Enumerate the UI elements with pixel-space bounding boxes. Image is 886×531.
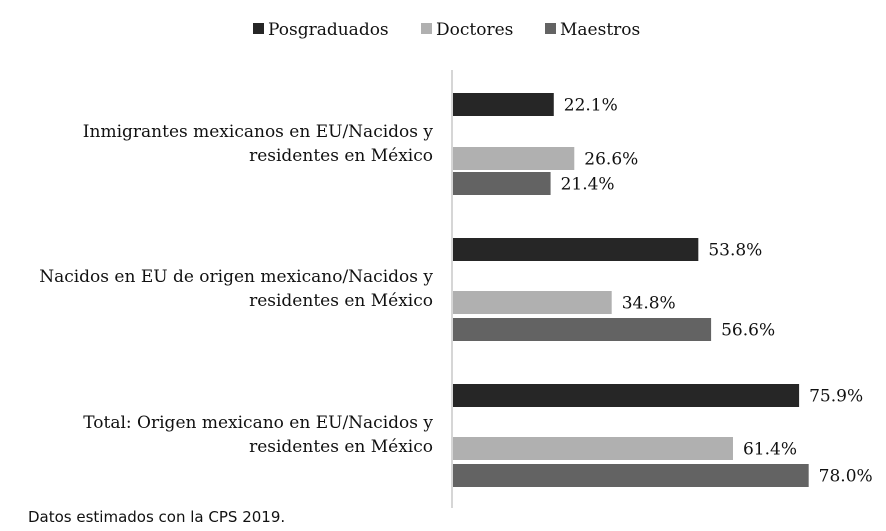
legend-swatch-doctores <box>421 23 432 34</box>
footnote: Datos estimados con la CPS 2019. <box>28 508 286 526</box>
legend-label-posgraduados: Posgraduados <box>268 20 389 40</box>
data-label: 21.4% <box>561 175 615 195</box>
bar-posgraduados <box>453 238 699 261</box>
category-label: Total: Origen mexicano en EU/Nacidos y <box>83 413 433 433</box>
data-label: 78.0% <box>819 467 873 487</box>
bar-posgraduados <box>453 384 800 407</box>
data-label: 56.6% <box>721 321 775 341</box>
category-label: Nacidos en EU de origen mexicano/Nacidos… <box>39 267 433 287</box>
data-label: 75.9% <box>809 387 863 407</box>
category-label: residentes en México <box>249 437 433 457</box>
category-label: residentes en México <box>249 146 433 166</box>
data-label: 53.8% <box>708 241 762 261</box>
data-label: 34.8% <box>622 294 676 314</box>
bar-maestros <box>453 318 712 341</box>
bar-doctores <box>453 437 733 460</box>
bar-maestros <box>453 172 551 195</box>
legend-label-maestros: Maestros <box>560 20 640 40</box>
bar-posgraduados <box>453 93 554 116</box>
data-label: 26.6% <box>584 150 638 170</box>
category-label: residentes en México <box>249 291 433 311</box>
legend-swatch-maestros <box>545 23 556 34</box>
legend-label-doctores: Doctores <box>436 20 513 40</box>
bar-doctores <box>453 291 612 314</box>
category-label: Inmigrantes mexicanos en EU/Nacidos y <box>83 122 434 142</box>
bar-maestros <box>453 464 809 487</box>
legend-swatch-posgraduados <box>253 23 264 34</box>
data-label: 22.1% <box>564 96 618 116</box>
data-label: 61.4% <box>743 440 797 460</box>
bar-doctores <box>453 147 575 170</box>
